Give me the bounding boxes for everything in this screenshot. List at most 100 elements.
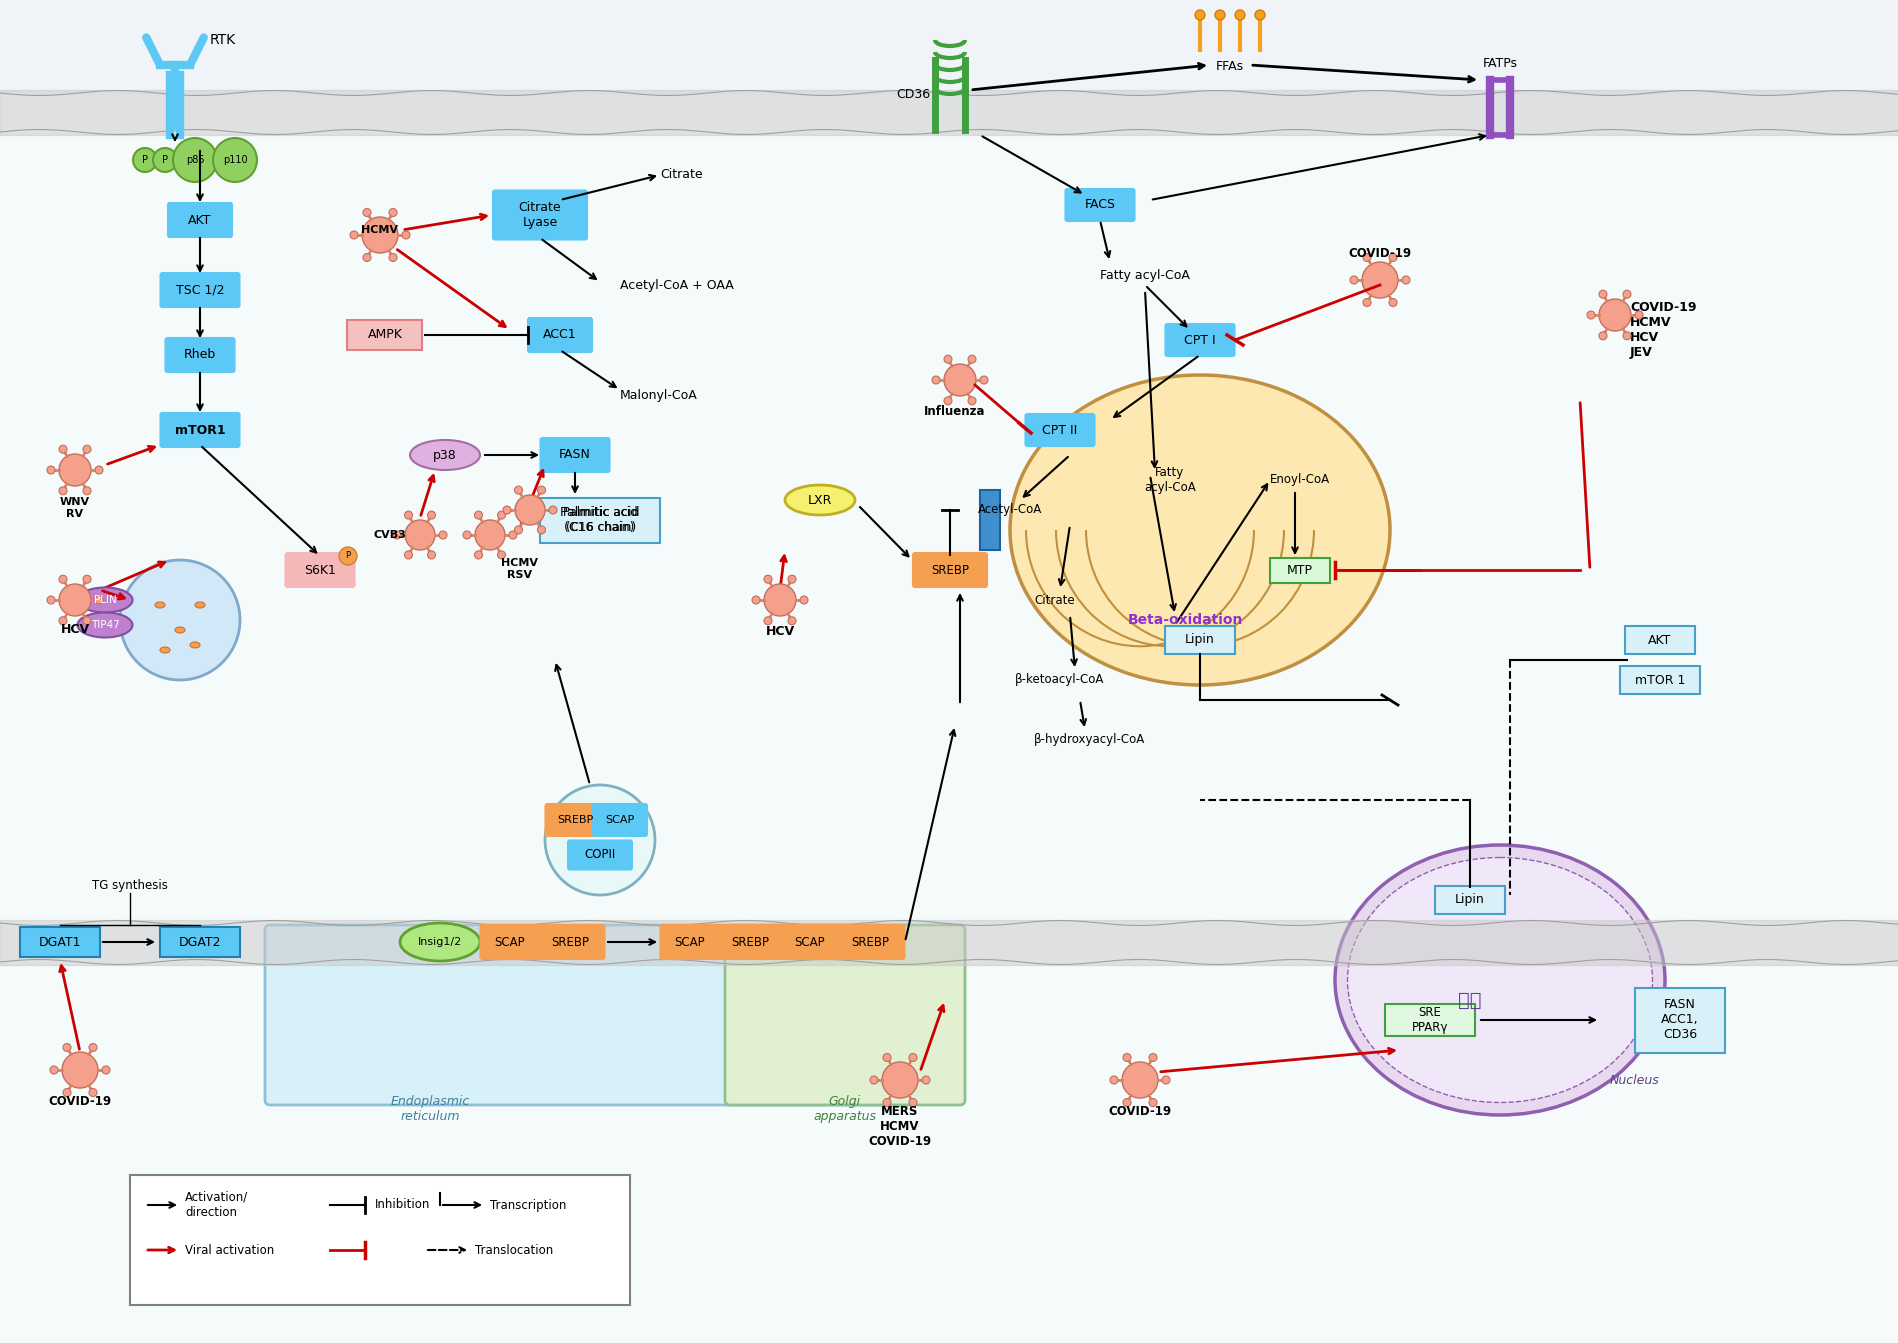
Circle shape <box>1122 1099 1131 1107</box>
Circle shape <box>788 575 795 583</box>
Circle shape <box>120 560 239 680</box>
Circle shape <box>514 526 522 535</box>
Ellipse shape <box>78 612 133 638</box>
Circle shape <box>404 512 412 520</box>
Circle shape <box>497 551 505 559</box>
Circle shape <box>1363 254 1370 262</box>
Circle shape <box>788 616 795 624</box>
Text: Rheb: Rheb <box>184 348 216 361</box>
Text: Translocation: Translocation <box>474 1244 552 1257</box>
Bar <box>1163 626 1234 654</box>
Text: Acetyl-CoA + OAA: Acetyl-CoA + OAA <box>619 278 733 291</box>
Circle shape <box>84 446 91 453</box>
FancyBboxPatch shape <box>1025 414 1093 446</box>
Circle shape <box>463 530 471 539</box>
Circle shape <box>102 1066 110 1074</box>
Text: HCMV: HCMV <box>361 226 399 235</box>
Text: mTOR1: mTOR1 <box>175 423 226 436</box>
Circle shape <box>763 584 795 616</box>
Text: SREBP: SREBP <box>930 564 968 576</box>
Text: FASN
ACC1,
CD36: FASN ACC1, CD36 <box>1661 998 1699 1042</box>
Text: MERS
HCMV
COVID-19: MERS HCMV COVID-19 <box>867 1105 932 1148</box>
Text: LXR: LXR <box>807 493 831 506</box>
Bar <box>159 927 239 958</box>
Circle shape <box>1255 9 1264 20</box>
Circle shape <box>89 1044 97 1052</box>
Circle shape <box>63 1089 70 1096</box>
Circle shape <box>389 254 397 262</box>
Circle shape <box>943 364 976 396</box>
Text: SCAP: SCAP <box>605 815 634 825</box>
Text: DGAT2: DGAT2 <box>178 936 222 948</box>
Text: CPT II: CPT II <box>1042 423 1076 436</box>
Text: WNV
RV: WNV RV <box>61 497 89 518</box>
Text: SREBP: SREBP <box>556 815 592 825</box>
Text: P: P <box>161 154 167 165</box>
Circle shape <box>503 506 511 514</box>
Circle shape <box>514 486 522 494</box>
Text: PLIN: PLIN <box>93 595 116 604</box>
Text: TG synthesis: TG synthesis <box>91 878 167 892</box>
Circle shape <box>1623 332 1630 340</box>
Circle shape <box>49 1066 59 1074</box>
Text: Insig1/2: Insig1/2 <box>418 937 461 947</box>
Circle shape <box>752 596 759 604</box>
Circle shape <box>95 466 102 474</box>
Circle shape <box>763 616 772 624</box>
Text: Lipin: Lipin <box>1454 893 1484 907</box>
Circle shape <box>537 486 545 494</box>
Circle shape <box>1148 1099 1156 1107</box>
Bar <box>347 320 421 351</box>
Circle shape <box>474 512 482 520</box>
Circle shape <box>1587 312 1594 320</box>
FancyBboxPatch shape <box>528 318 592 352</box>
Text: Activation/
direction: Activation/ direction <box>184 1191 249 1219</box>
Text: AMPK: AMPK <box>368 329 402 341</box>
Ellipse shape <box>410 441 480 470</box>
Circle shape <box>537 526 545 535</box>
Circle shape <box>1148 1053 1156 1061</box>
FancyBboxPatch shape <box>167 203 232 236</box>
Text: SRE
PPARγ: SRE PPARγ <box>1410 1006 1448 1034</box>
FancyBboxPatch shape <box>835 925 903 959</box>
Circle shape <box>84 486 91 494</box>
Text: CD36: CD36 <box>896 89 930 102</box>
Circle shape <box>1349 277 1357 283</box>
Text: Enoyl-CoA: Enoyl-CoA <box>1270 474 1329 486</box>
Text: FACS: FACS <box>1084 199 1114 211</box>
Bar <box>1625 626 1695 654</box>
Circle shape <box>404 520 435 551</box>
Ellipse shape <box>156 602 165 608</box>
Circle shape <box>427 512 435 520</box>
Text: DGAT1: DGAT1 <box>38 936 82 948</box>
Circle shape <box>438 530 446 539</box>
Text: HCV: HCV <box>765 624 793 638</box>
Text: p85: p85 <box>186 154 205 165</box>
Ellipse shape <box>159 647 171 653</box>
Circle shape <box>1215 9 1224 20</box>
Text: CVB3: CVB3 <box>374 530 406 540</box>
Circle shape <box>59 575 66 583</box>
Circle shape <box>909 1099 917 1107</box>
Ellipse shape <box>78 587 133 612</box>
Text: Fatty acyl-CoA: Fatty acyl-CoA <box>1099 269 1190 282</box>
Text: Malonyl-CoA: Malonyl-CoA <box>619 388 697 402</box>
Text: TIP47: TIP47 <box>91 620 120 630</box>
Circle shape <box>84 616 91 624</box>
Ellipse shape <box>784 485 854 514</box>
Circle shape <box>1162 1076 1169 1084</box>
FancyBboxPatch shape <box>285 553 355 587</box>
FancyBboxPatch shape <box>541 438 609 471</box>
Circle shape <box>1623 290 1630 298</box>
Circle shape <box>1598 299 1630 330</box>
Text: COVID-19
HCMV
HCV
JEV: COVID-19 HCMV HCV JEV <box>1628 301 1695 359</box>
Circle shape <box>59 486 66 494</box>
Circle shape <box>979 376 987 384</box>
Text: Lipin: Lipin <box>1184 634 1215 646</box>
Text: P: P <box>142 154 148 165</box>
Bar <box>21 927 101 958</box>
Text: TSC 1/2: TSC 1/2 <box>177 283 224 297</box>
Bar <box>1435 886 1505 915</box>
Circle shape <box>514 496 545 525</box>
Text: β-hydroxyacyl-CoA: β-hydroxyacyl-CoA <box>1034 733 1144 747</box>
